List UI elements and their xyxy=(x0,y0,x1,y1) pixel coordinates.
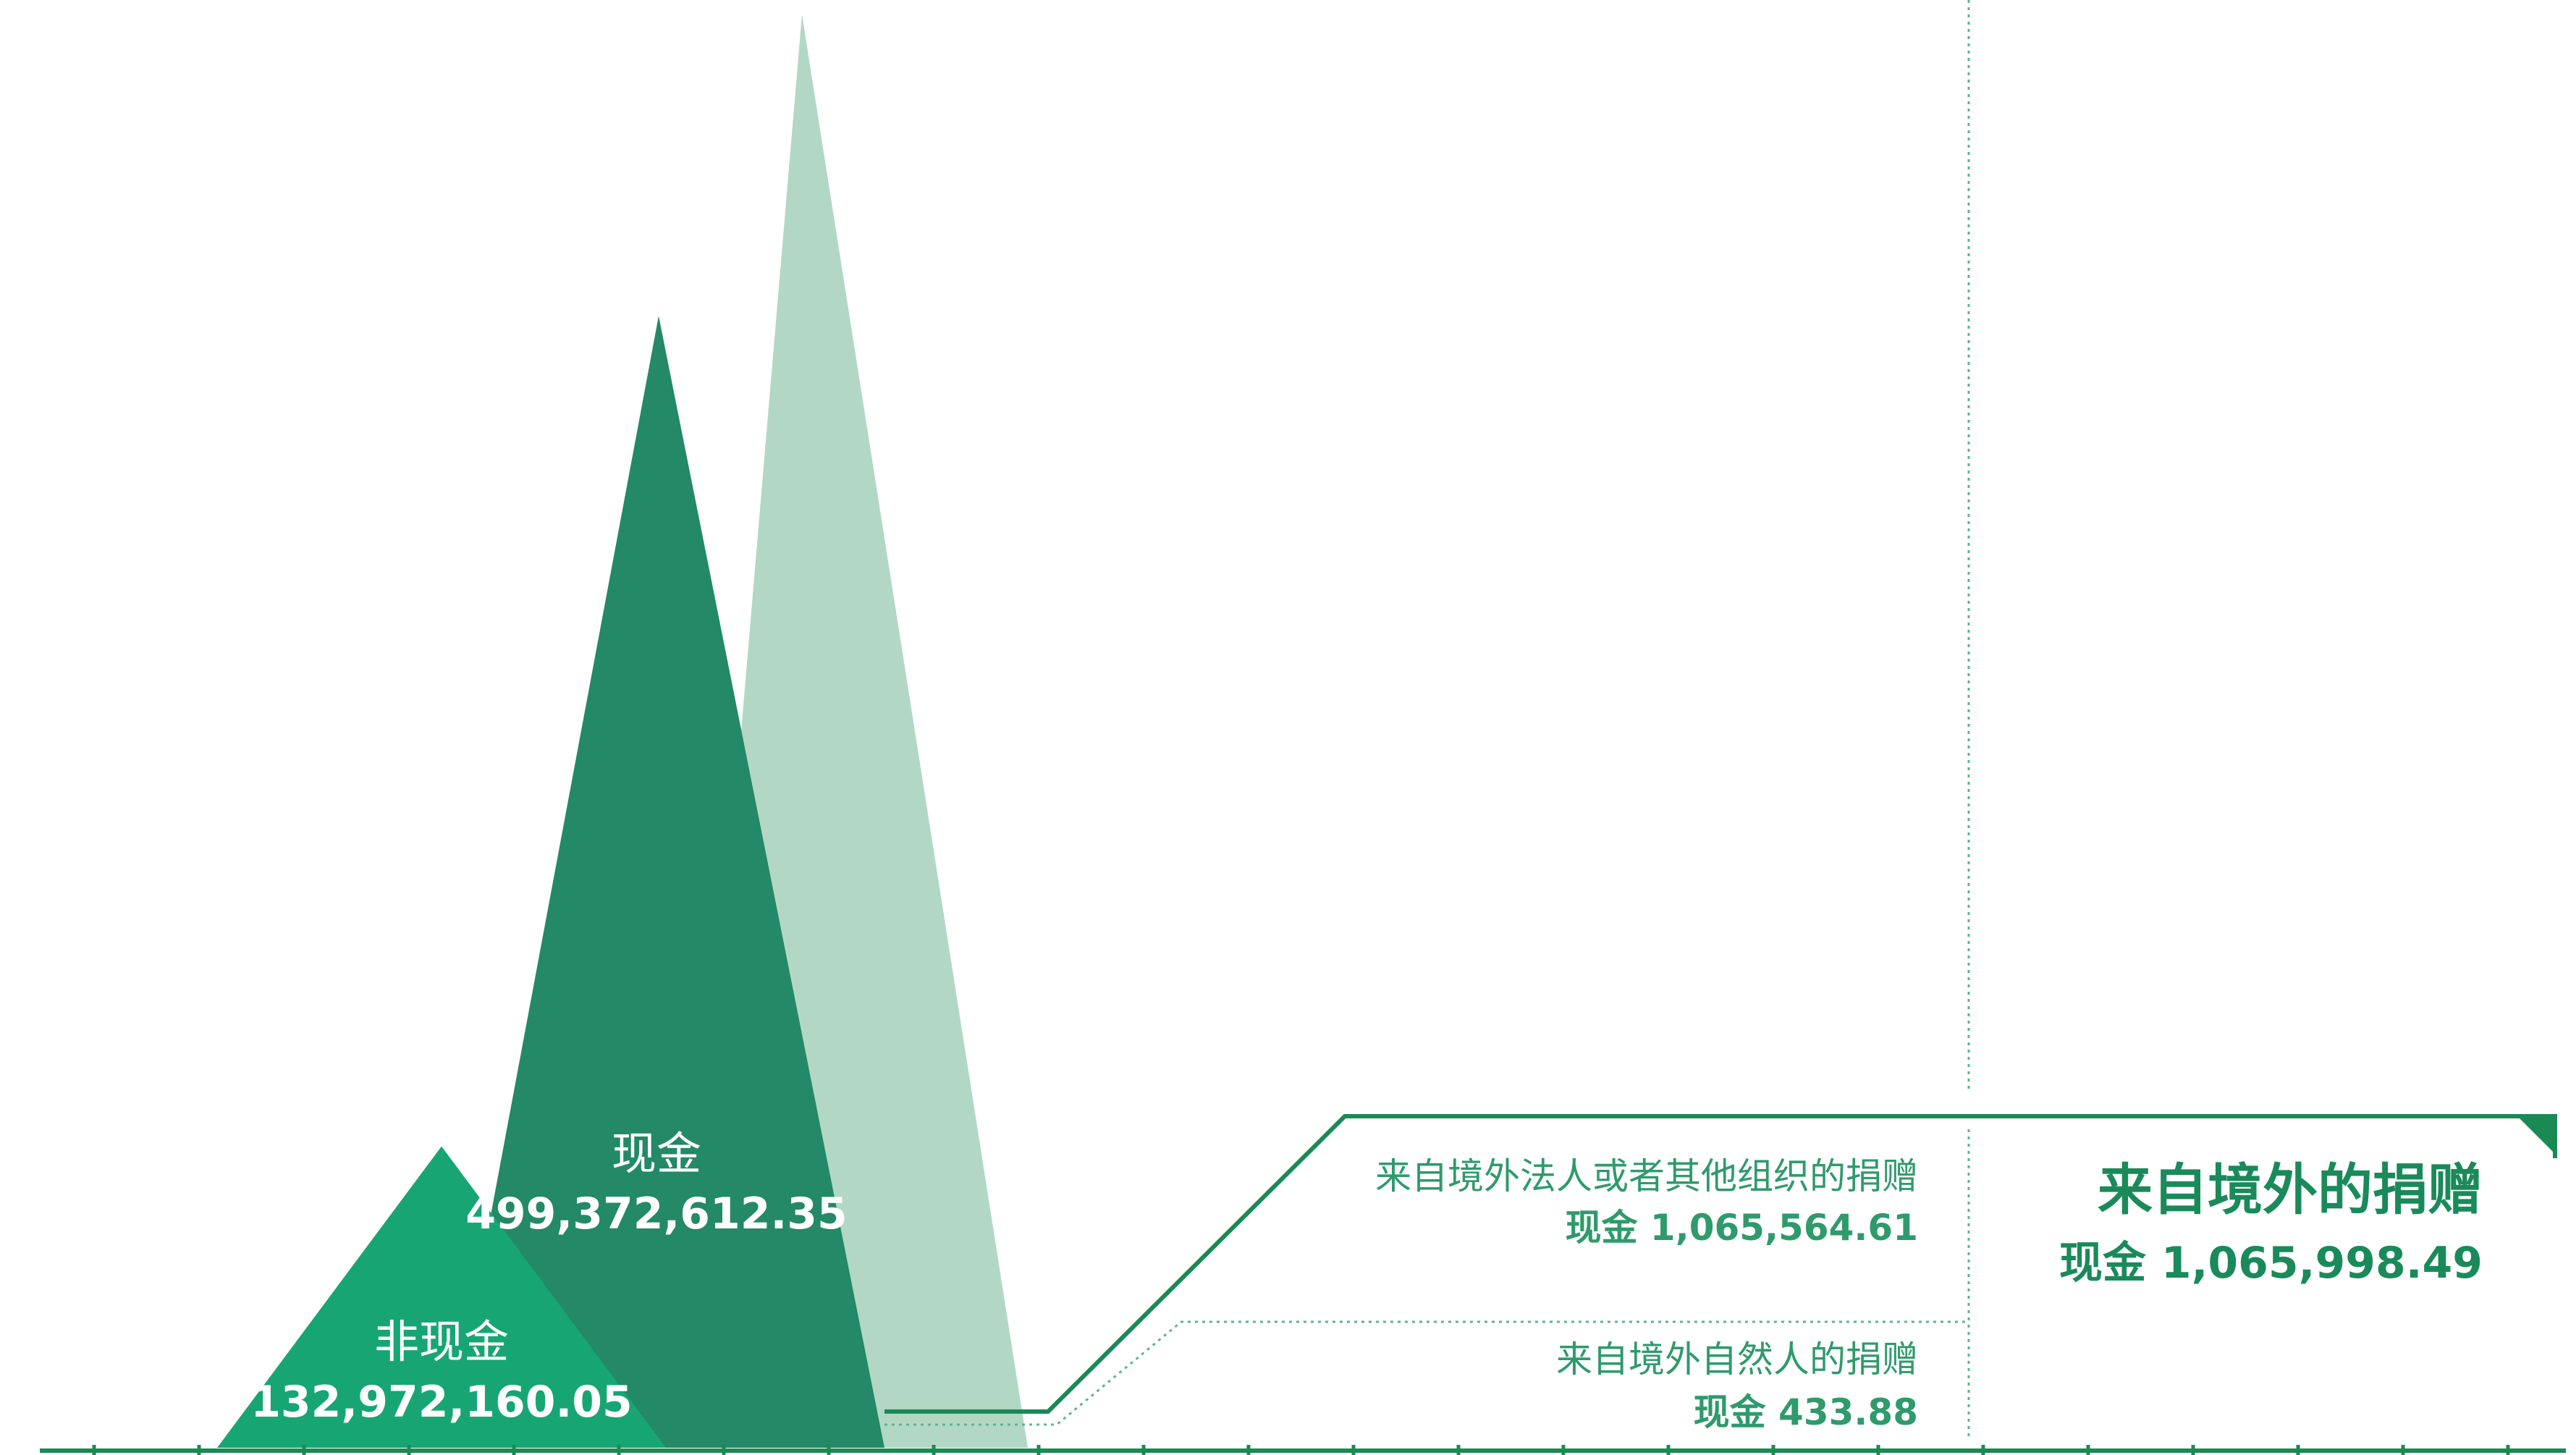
foreign-org-value: 现金 1,065,564.61 xyxy=(1566,1207,1919,1249)
non-cash-label: 非现金 xyxy=(374,1315,509,1368)
peak-cash xyxy=(447,316,884,1448)
connector-layer xyxy=(884,0,2557,1441)
non-cash-value: 132,972,160.05 xyxy=(250,1377,633,1427)
foreign-person-value: 现金 433.88 xyxy=(1694,1391,1918,1433)
cash-value: 499,372,612.35 xyxy=(465,1189,848,1239)
peak-non-cash xyxy=(217,1146,666,1448)
connector-corner-mark xyxy=(2517,1116,2555,1154)
foreign-total-value: 现金 1,065,998.49 xyxy=(2059,1238,2483,1289)
cash-label: 现金 xyxy=(612,1127,701,1180)
foreign-person-label: 来自境外自然人的捐赠 xyxy=(1556,1338,1918,1380)
peaks-layer xyxy=(217,14,1028,1448)
foreign-total-title: 来自境外的捐赠 xyxy=(2098,1157,2483,1222)
foreign-org-label: 来自境外法人或者其他组织的捐赠 xyxy=(1375,1155,1918,1197)
axis-layer xyxy=(40,1445,2566,1455)
